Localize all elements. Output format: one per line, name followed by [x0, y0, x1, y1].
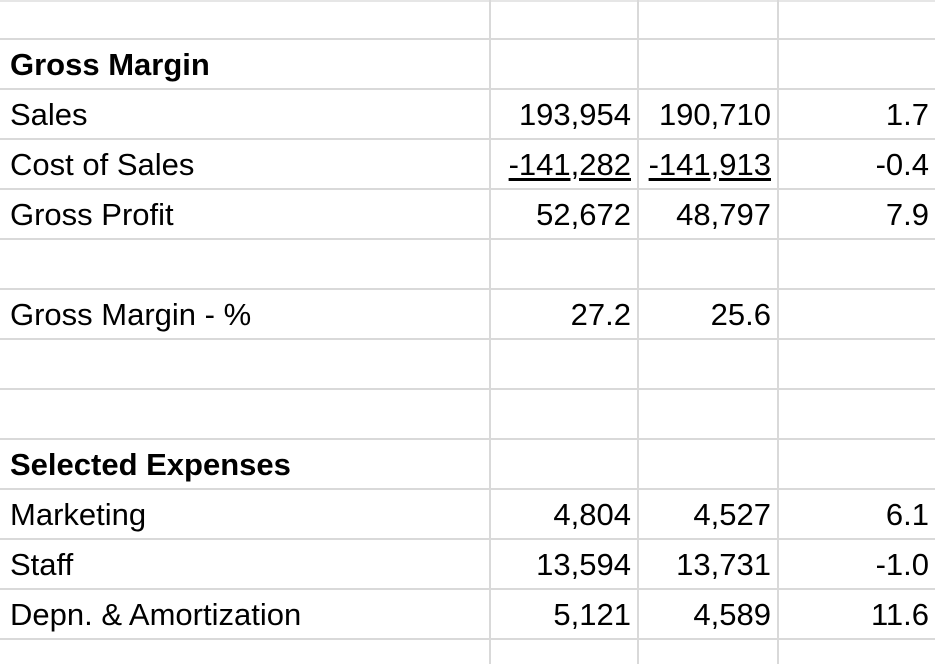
row-label[interactable]: Gross Profit	[0, 189, 491, 240]
cell[interactable]	[638, 0, 779, 40]
cell[interactable]	[638, 239, 779, 290]
row-label[interactable]: Marketing	[0, 489, 491, 540]
selected-expenses-heading-row: Selected Expenses	[0, 439, 935, 490]
cell[interactable]	[638, 389, 779, 440]
gross-margin-percent-row: Gross Margin - % 27.2 25.6	[0, 289, 935, 340]
cell[interactable]	[490, 39, 639, 90]
selected-expenses-heading[interactable]: Selected Expenses	[0, 439, 491, 490]
cell[interactable]	[778, 39, 935, 90]
cell[interactable]	[778, 239, 935, 290]
value-cell-col2[interactable]: 190,710	[638, 89, 779, 140]
cell[interactable]	[0, 389, 491, 440]
empty-row	[0, 0, 935, 40]
cell[interactable]	[638, 39, 779, 90]
table-row: Marketing 4,804 4,527 6.1	[0, 489, 935, 540]
value-cell-col2[interactable]: 13,731	[638, 539, 779, 590]
underlined-value: -141,913	[648, 146, 771, 182]
cell[interactable]	[778, 389, 935, 440]
cell[interactable]	[0, 339, 491, 390]
cell[interactable]	[490, 0, 639, 40]
value-cell-col1[interactable]: -141,282	[490, 139, 639, 190]
table-row: Staff 13,594 13,731 -1.0	[0, 539, 935, 590]
row-label[interactable]: Cost of Sales	[0, 139, 491, 190]
value-cell-col1[interactable]: 52,672	[490, 189, 639, 240]
table-row: Gross Profit 52,672 48,797 7.9	[0, 189, 935, 240]
value-cell-col2[interactable]: -141,913	[638, 139, 779, 190]
row-label[interactable]: Depn. & Amortization	[0, 589, 491, 640]
value-cell-col1[interactable]: 13,594	[490, 539, 639, 590]
cell[interactable]	[0, 0, 491, 40]
table-row: Sales 193,954 190,710 1.7	[0, 89, 935, 140]
row-label[interactable]: Gross Margin - %	[0, 289, 491, 340]
value-cell-col1[interactable]: 193,954	[490, 89, 639, 140]
value-cell-col2[interactable]: 25.6	[638, 289, 779, 340]
cell[interactable]	[778, 339, 935, 390]
cell[interactable]	[490, 339, 639, 390]
value-cell-col3[interactable]: 6.1	[778, 489, 935, 540]
value-cell-col3[interactable]: 7.9	[778, 189, 935, 240]
cell[interactable]	[778, 439, 935, 490]
value-cell-col2[interactable]: 4,527	[638, 489, 779, 540]
cell[interactable]	[490, 389, 639, 440]
gross-margin-heading[interactable]: Gross Margin	[0, 39, 491, 90]
cell[interactable]	[490, 239, 639, 290]
value-cell-col3[interactable]: -1.0	[778, 539, 935, 590]
cell[interactable]	[0, 239, 491, 290]
table-row: Depn. & Amortization 5,121 4,589 11.6	[0, 589, 935, 640]
value-cell-col3[interactable]: -0.4	[778, 139, 935, 190]
value-cell-col3[interactable]	[778, 289, 935, 340]
value-cell-col1[interactable]: 5,121	[490, 589, 639, 640]
value-cell-col3[interactable]: 11.6	[778, 589, 935, 640]
value-cell-col1[interactable]: 27.2	[490, 289, 639, 340]
empty-row	[0, 339, 935, 390]
value-cell-col2[interactable]: 48,797	[638, 189, 779, 240]
value-cell-col2[interactable]: 4,589	[638, 589, 779, 640]
empty-row	[0, 239, 935, 290]
row-label[interactable]: Staff	[0, 539, 491, 590]
row-label[interactable]: Sales	[0, 89, 491, 140]
cell[interactable]	[778, 0, 935, 40]
gross-margin-heading-row: Gross Margin	[0, 39, 935, 90]
value-cell-col3[interactable]: 1.7	[778, 89, 935, 140]
value-cell-col1[interactable]: 4,804	[490, 489, 639, 540]
cell[interactable]	[638, 439, 779, 490]
empty-row	[0, 389, 935, 440]
underlined-value: -141,282	[508, 146, 631, 182]
cell[interactable]	[638, 339, 779, 390]
table-row: Cost of Sales -141,282 -141,913 -0.4	[0, 139, 935, 190]
cell[interactable]	[490, 439, 639, 490]
